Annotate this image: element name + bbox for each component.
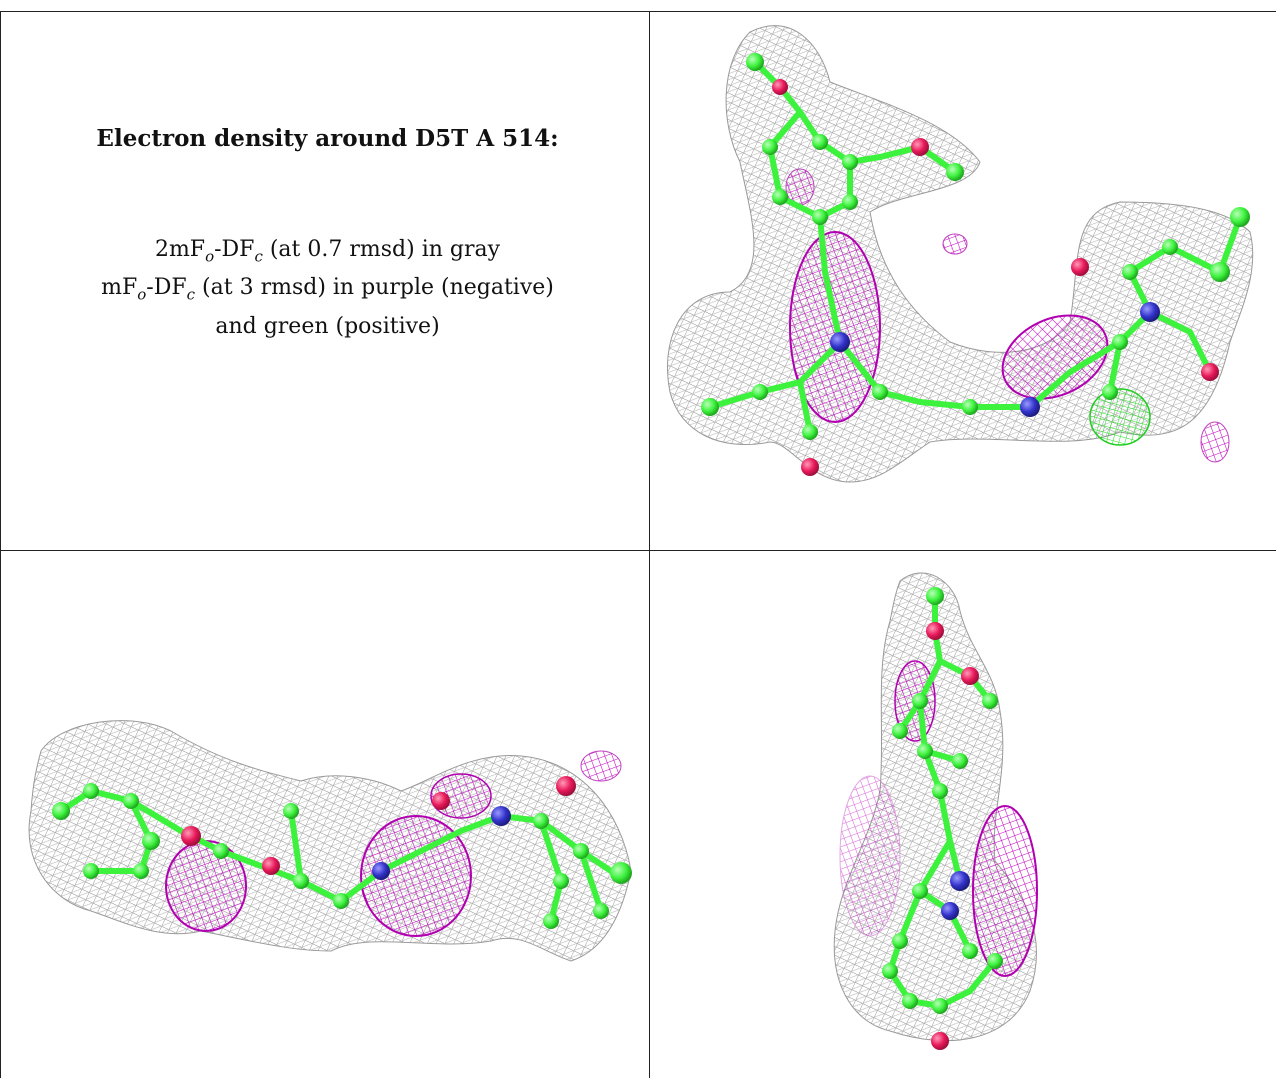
density-view-3 <box>833 572 1038 1050</box>
figure-caption: Electron density around D5T A 514: 2mFo-… <box>20 125 635 343</box>
caption-line-purple: mFo-DFc (at 3 rmsd) in purple (negative) <box>101 275 554 304</box>
caption-title: Electron density around D5T A 514: <box>96 125 559 152</box>
caption-line-gray: 2mFo-DFc (at 0.7 rmsd) in gray <box>154 237 501 266</box>
density-view-1 <box>667 25 1254 483</box>
density-view-2 <box>28 720 632 962</box>
left-border <box>0 11 1 1078</box>
center-divider <box>649 11 650 1078</box>
density-panel-bottom-left <box>1 551 649 1078</box>
top-border <box>0 11 1276 12</box>
caption-line-green: and green (positive) <box>215 313 440 339</box>
density-panel-top-right <box>650 12 1276 550</box>
middle-divider <box>0 550 1276 551</box>
density-panel-bottom-right <box>650 551 1276 1078</box>
